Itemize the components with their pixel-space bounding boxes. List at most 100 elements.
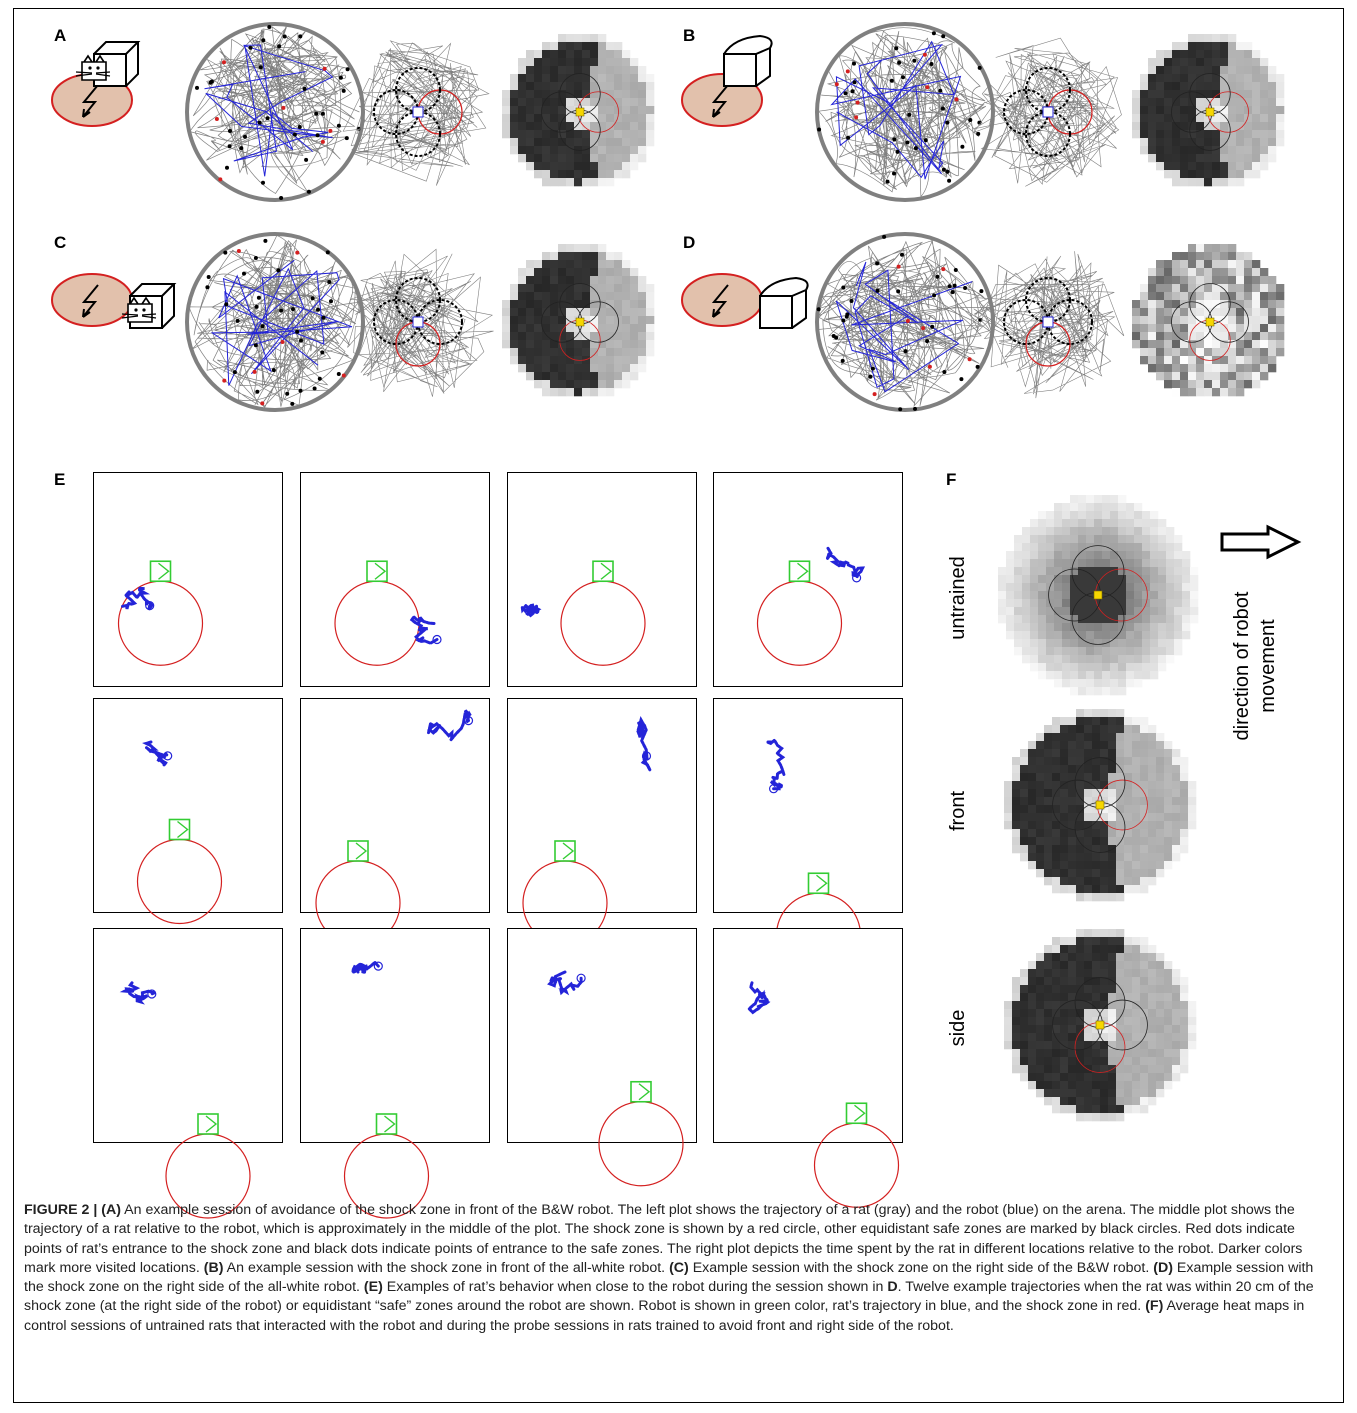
- caption-figure-number: FIGURE 2 |: [24, 1202, 98, 1218]
- heatmap-cells: [1132, 34, 1285, 187]
- robot-square: [845, 1102, 868, 1125]
- panel-d-row: [681, 232, 1285, 412]
- trajectory-box: [713, 928, 903, 1208]
- panel-label-c: C: [54, 233, 67, 252]
- caption-e-ref: D: [887, 1279, 898, 1296]
- robot-square: [149, 560, 172, 583]
- trajectory-end-marker: [147, 989, 157, 999]
- caption-e-tag: (E): [363, 1279, 383, 1296]
- caption-e-text-1: Examples of rat’s behavior when close to…: [382, 1279, 888, 1296]
- direction-arrow-icon: [1220, 524, 1302, 560]
- heatmap-cells: [1004, 709, 1197, 902]
- robot-schematic-icon: [681, 273, 809, 329]
- lightning-icon: [711, 84, 729, 118]
- shock-zone-circle: [560, 580, 646, 666]
- robot-square: [347, 840, 369, 862]
- trajectory-end-marker: [145, 601, 155, 611]
- heatmap-untrained: [998, 495, 1199, 696]
- rat-trajectory: [427, 709, 472, 742]
- heatmap-cells: [502, 34, 655, 187]
- arena-trajectory: [185, 232, 365, 412]
- row-label-side: side: [947, 1009, 969, 1047]
- caption-d-tag: (D): [1153, 1259, 1173, 1276]
- trajectory-box: [300, 698, 490, 946]
- trajectory-end-marker: [163, 751, 173, 761]
- robot-schematic-icon: [51, 41, 141, 127]
- heatmap-cells: [1132, 244, 1285, 397]
- shock-zone-circle: [334, 580, 420, 666]
- arena-trajectory: [815, 22, 995, 202]
- robot-marker: [1095, 800, 1105, 810]
- trajectory-end-marker: [432, 634, 442, 645]
- trajectory-plot: [766, 737, 862, 978]
- arena-trajectory: [185, 22, 365, 202]
- trajectory-plot: [334, 560, 442, 666]
- trajectory-end-marker: [576, 973, 586, 983]
- panel-c-row: [51, 232, 655, 412]
- caption-f-tag: (F): [1145, 1298, 1164, 1315]
- robot-marker: [1042, 106, 1054, 118]
- panel-label-e: E: [54, 470, 66, 489]
- heatmap-cells: [998, 495, 1199, 696]
- trajectory-plot: [756, 546, 866, 666]
- rat-trajectory: [409, 614, 439, 645]
- lightning-icon: [711, 284, 729, 318]
- panel-label-d: D: [683, 233, 696, 252]
- caption-b-text: An example session with the shock zone i…: [223, 1259, 670, 1276]
- rat-trajectory: [520, 603, 542, 618]
- figure-caption: FIGURE 2 | (A) An example session of avo…: [24, 1201, 1330, 1336]
- trajectory-box: [713, 472, 903, 687]
- heatmap-front: [1004, 709, 1197, 902]
- robot-square: [375, 1113, 398, 1135]
- relative-trajectory: [342, 40, 490, 186]
- caption-c-text: Example session with the shock zone on t…: [688, 1259, 1154, 1276]
- robot-square: [197, 1113, 219, 1135]
- trajectory-plot: [547, 970, 684, 1187]
- row-label-front: front: [947, 790, 969, 832]
- trajectory-end-marker: [757, 993, 767, 1003]
- robot-schematic-icon: [681, 34, 773, 127]
- robot-marker: [1042, 316, 1054, 328]
- robot-trajectory: [210, 259, 353, 386]
- heatmap-cells: [1004, 929, 1197, 1122]
- trajectory-box: [300, 928, 490, 1219]
- robot-marker: [1095, 1020, 1105, 1030]
- trajectory-end-marker: [373, 961, 383, 971]
- trajectory-plot: [136, 740, 223, 925]
- robot-trajectory: [835, 261, 973, 393]
- trajectory-box: [93, 698, 283, 925]
- caption-d-text: Example session with the shock zone on t…: [24, 1259, 1314, 1296]
- trajectory-box: [93, 928, 283, 1219]
- robot-square: [554, 840, 576, 862]
- robot-marker: [1093, 590, 1103, 600]
- panel-b-row: [681, 22, 1285, 202]
- trajectory-end-marker: [768, 784, 779, 794]
- robot-trajectory: [830, 40, 962, 180]
- rat-trajectory: [547, 970, 583, 996]
- trajectory-plot: [520, 560, 646, 666]
- robot-box-icon: [723, 34, 773, 87]
- figure-frame: [13, 8, 1344, 1403]
- trajectory-end-marker: [852, 573, 862, 583]
- robot-square: [788, 560, 811, 583]
- caption-f-text: Average heat maps in control sessions of…: [24, 1298, 1305, 1334]
- shock-zone-ellipse: [51, 273, 133, 327]
- direction-of-robot-movement-label: direction of robot movement: [1231, 591, 1279, 741]
- panel-label-f: F: [946, 470, 957, 489]
- rat-trajectory: [634, 716, 652, 771]
- robot-box-icon: [759, 276, 809, 329]
- robot-marker: [412, 316, 424, 328]
- lightning-icon: [81, 284, 99, 318]
- trajectory-box: [507, 472, 697, 687]
- trajectory-end-marker: [523, 605, 534, 615]
- robot-square: [366, 560, 388, 583]
- trajectory-plot: [315, 709, 474, 946]
- rat-trajectory: [825, 546, 866, 580]
- trajectory-plot: [343, 960, 430, 1219]
- panel-a-row: [51, 22, 655, 202]
- lightning-icon: [81, 84, 99, 118]
- robot-square: [630, 1080, 652, 1103]
- shock-zone-circle: [756, 580, 843, 666]
- rat-trajectory: [351, 960, 380, 975]
- trajectory-box: [300, 472, 490, 687]
